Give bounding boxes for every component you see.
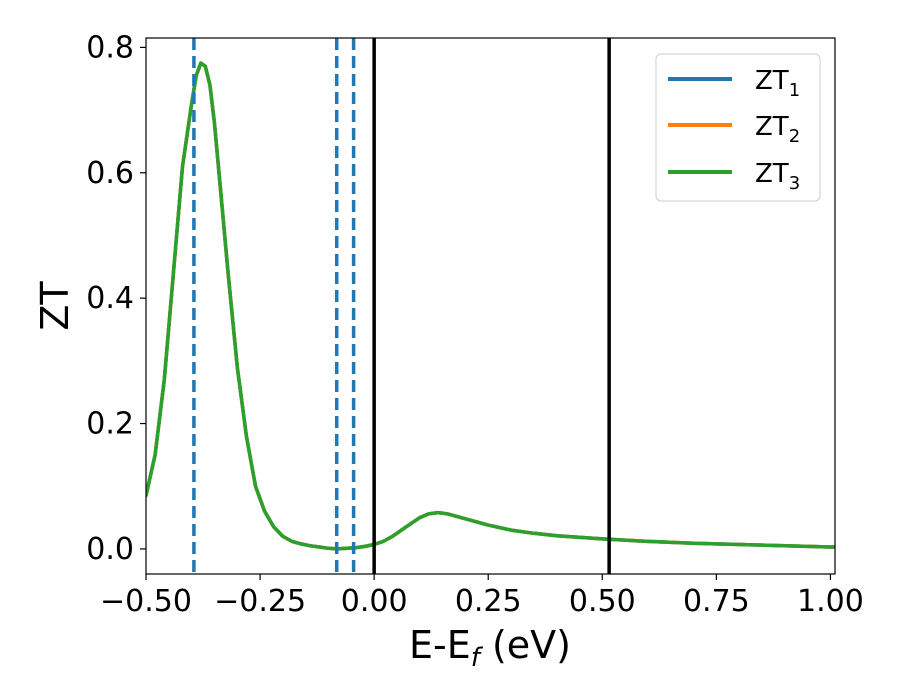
y-tick-label: 0.0: [86, 532, 134, 567]
legend-label-zt1: ZT1: [755, 66, 800, 101]
x-tick-label: 1.00: [797, 584, 864, 619]
legend-label-zt3-sub: 3: [789, 173, 800, 194]
legend-item-zt1: ZT1: [668, 66, 800, 101]
legend-item-zt3: ZT3: [668, 159, 800, 194]
y-tick-label: 0.4: [86, 281, 134, 316]
x-tick-label: 0.50: [569, 584, 636, 619]
legend-box: [655, 53, 821, 202]
plot-content: [146, 38, 835, 574]
legend-label-zt3-main: ZT: [755, 159, 789, 189]
x-axis: −0.50 −0.25 0.00 0.25 0.50 0.75 1.00: [100, 574, 864, 619]
legend-label-zt2: ZT2: [755, 112, 800, 147]
y-tick-label: 0.2: [86, 407, 134, 442]
x-axis-label-suffix: (eV): [480, 623, 571, 667]
x-axis-label-main: E-E: [409, 623, 471, 667]
plot-frame: [145, 37, 836, 575]
x-axis-label: E-Ef (eV): [409, 623, 571, 673]
y-axis: 0.0 0.2 0.4 0.6 0.8: [86, 30, 146, 567]
series-line-zt3: [146, 61, 835, 551]
x-tick-label: 0.75: [683, 584, 750, 619]
x-tick-label: 0.00: [341, 584, 408, 619]
y-tick-label: 0.8: [86, 30, 134, 65]
legend-label-zt3: ZT3: [755, 159, 800, 194]
legend-label-zt2-sub: 2: [789, 126, 800, 147]
x-tick-label: 0.25: [455, 584, 522, 619]
x-tick-label: −0.50: [100, 584, 192, 619]
legend-item-zt2: ZT2: [668, 112, 800, 147]
legend-label-zt1-main: ZT: [755, 66, 789, 96]
legend-label-zt1-sub: 1: [789, 80, 800, 101]
y-tick-label: 0.6: [86, 156, 134, 191]
legend-label-zt2-main: ZT: [755, 112, 789, 142]
x-tick-label: −0.25: [214, 584, 306, 619]
legend: ZT1 ZT2 ZT3: [655, 53, 821, 202]
y-axis-label: ZT: [33, 281, 77, 331]
